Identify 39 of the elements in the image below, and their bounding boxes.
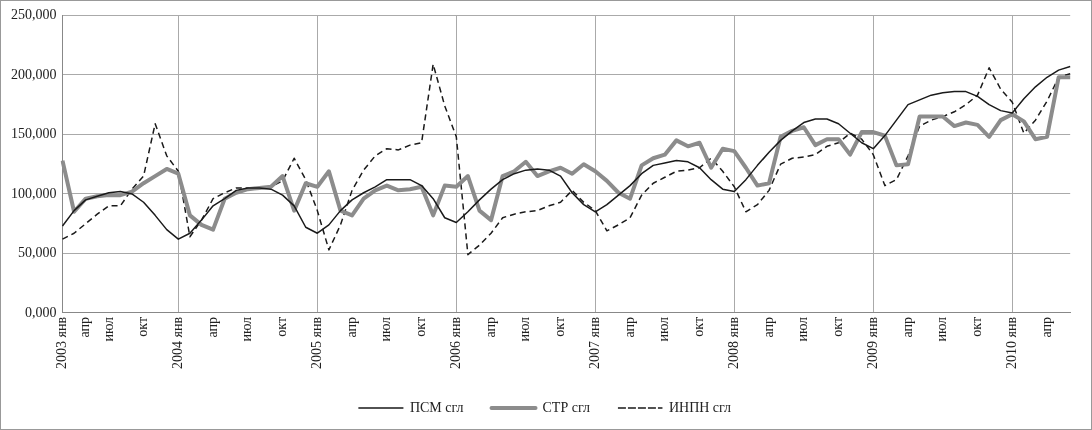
y-tick-label: 150,000 [11, 126, 57, 142]
x-tick-label: окт [830, 316, 846, 337]
x-tick-label: окт [274, 316, 290, 337]
legend-label: СТР сгл [542, 399, 590, 415]
x-tick-label: апр [204, 316, 220, 338]
x-tick-label: апр [77, 316, 93, 338]
x-tick-label: апр [621, 316, 637, 338]
x-tick-label: окт [691, 316, 707, 337]
x-tick-label: 2004 янв [170, 316, 185, 369]
y-tick-label: 100,000 [11, 185, 57, 201]
x-tick-label: июл [239, 316, 255, 342]
x-tick-label: 2007 янв [586, 316, 602, 369]
legend-label: ПСМ сгл [409, 399, 464, 415]
x-tick-label: июл [378, 316, 394, 342]
x-tick-label: 2009 янв [864, 316, 880, 369]
x-tick-label: 2008 янв [725, 316, 741, 369]
x-tick-label: 2006 янв [447, 316, 463, 369]
x-tick-label: апр [482, 316, 498, 338]
x-tick-label: апр [1038, 316, 1054, 338]
x-tick-label: июл [656, 316, 672, 342]
x-tick-label: апр [899, 316, 915, 338]
x-tick-label: 2005 янв [308, 316, 324, 369]
y-tick-label: 0,000 [25, 304, 57, 320]
x-tick-label: июл [934, 316, 950, 342]
x-tick-label: апр [343, 316, 359, 338]
x-tick-label: 2010 янв [1003, 316, 1019, 369]
x-tick-label: окт [969, 316, 985, 337]
y-tick-label: 50,000 [18, 245, 57, 261]
y-tick-label: 200,000 [11, 66, 57, 82]
x-tick-label: окт [552, 316, 568, 337]
x-tick-label: июл [100, 316, 116, 342]
y-tick-label: 250,000 [11, 7, 57, 23]
x-tick-label: июл [517, 316, 533, 342]
x-tick-label: 2003 янв [54, 316, 70, 369]
x-tick-label: окт [413, 316, 429, 337]
x-tick-label: окт [135, 316, 151, 337]
legend-label: ИНПН сгл [668, 399, 732, 415]
x-tick-label: апр [760, 316, 776, 338]
x-tick-label: июл [795, 316, 811, 342]
